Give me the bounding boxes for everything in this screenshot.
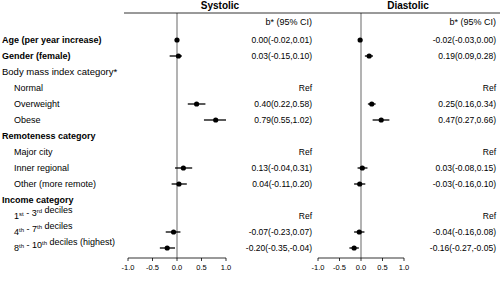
value-label: 0.04(-0.11,0.20) <box>252 179 312 189</box>
point-estimate <box>352 245 357 250</box>
point-estimate <box>165 245 170 250</box>
value-label: 0.13(-0.04,0.31) <box>252 163 313 173</box>
value-label: Ref <box>299 83 313 93</box>
value-label: -0.04(-0.16,0.08) <box>433 227 496 237</box>
row-label: Remoteness category <box>2 131 96 141</box>
row-label: Normal <box>14 83 43 93</box>
x-tick-label: -0.5 <box>333 263 346 272</box>
row-label: Overweight <box>14 99 60 109</box>
row-label: 1st - 3rd deciles <box>14 205 73 221</box>
forest-plot: Age (per year increase) Gender (female) Bo… <box>0 0 500 290</box>
value-label: -0.20(-0.35,-0.04) <box>246 243 312 253</box>
point-estimate <box>379 117 384 122</box>
value-label: Ref <box>483 147 497 157</box>
point-estimate <box>171 229 176 234</box>
point-estimate <box>176 181 181 186</box>
reference-line <box>177 13 178 258</box>
x-tick-label: 1.0 <box>221 263 231 272</box>
column-label: b* (95% CI) <box>449 17 496 27</box>
point-estimate <box>174 37 179 42</box>
column-label: b* (95% CI) <box>265 17 312 27</box>
x-tick <box>361 258 362 261</box>
reference-line <box>361 13 362 258</box>
row-label: Inner regional <box>14 163 69 173</box>
value-label: 0.03(-0.08,0.15) <box>436 163 497 173</box>
value-label: 0.47(0.27,0.66) <box>438 115 496 125</box>
row-label: Income category <box>2 195 74 205</box>
x-tick <box>128 258 129 261</box>
point-estimate <box>369 101 374 106</box>
value-label: Ref <box>483 83 497 93</box>
point-estimate <box>367 53 372 58</box>
x-tick <box>152 258 153 261</box>
value-label: 0.03(-0.15,0.10) <box>252 51 313 61</box>
value-label: Ref <box>299 211 313 221</box>
value-label: 0.00(-0.02,0.01) <box>252 35 313 45</box>
x-tick <box>318 258 319 261</box>
point-estimate <box>181 165 186 170</box>
value-label: Ref <box>483 211 497 221</box>
value-label: -0.03(-0.16,0.10) <box>433 179 496 189</box>
value-label: 0.25(0.16,0.34) <box>438 99 496 109</box>
value-label: -0.02(-0.03,0.00) <box>433 35 496 45</box>
marks <box>160 37 226 250</box>
point-estimate <box>213 117 218 122</box>
point-estimate <box>357 181 362 186</box>
x-tick-label: -1.0 <box>312 263 325 272</box>
header-rule <box>124 13 500 14</box>
x-tick <box>177 258 178 261</box>
value-label: 0.19(0.09,0.28) <box>438 51 496 61</box>
value-label: -0.07(-0.23,0.07) <box>249 227 312 237</box>
point-estimate <box>358 37 363 42</box>
x-tick-label: 0.0 <box>356 263 366 272</box>
panel-title: Diastolic <box>387 0 429 11</box>
x-tick <box>339 258 340 261</box>
x-tick-label: 0.5 <box>196 263 206 272</box>
x-tick <box>382 258 383 261</box>
row-label: 8th - 10th deciles (highest) <box>14 237 115 253</box>
point-estimate <box>194 101 199 106</box>
value-label: -0.16(-0.27,-0.05) <box>430 243 496 253</box>
x-tick-label: 1.0 <box>399 263 409 272</box>
value-label: 0.79(0.55,1.02) <box>254 115 312 125</box>
row-label: 4th - 7th deciles <box>14 221 73 237</box>
point-estimate <box>360 165 365 170</box>
marks <box>349 37 389 250</box>
row-label: Age (per year increase) <box>2 35 102 45</box>
row-label: Other (more remote) <box>14 179 96 189</box>
row-label: Body mass index category* <box>2 66 117 77</box>
row-label: Major city <box>14 147 53 157</box>
x-tick <box>201 258 202 261</box>
x-tick <box>226 258 227 261</box>
row-label: Gender (female) <box>2 51 71 61</box>
x-tick-label: 0.0 <box>172 263 182 272</box>
panel-title: Systolic <box>201 0 240 11</box>
x-tick-label: -0.5 <box>146 263 159 272</box>
value-label: 0.40(0.22,0.58) <box>254 99 312 109</box>
point-estimate <box>357 229 362 234</box>
row-label: Obese <box>14 115 41 125</box>
x-tick <box>404 258 405 261</box>
value-label: Ref <box>299 147 313 157</box>
x-tick-label: -1.0 <box>122 263 135 272</box>
point-estimate <box>176 53 181 58</box>
x-tick-label: 0.5 <box>377 263 387 272</box>
